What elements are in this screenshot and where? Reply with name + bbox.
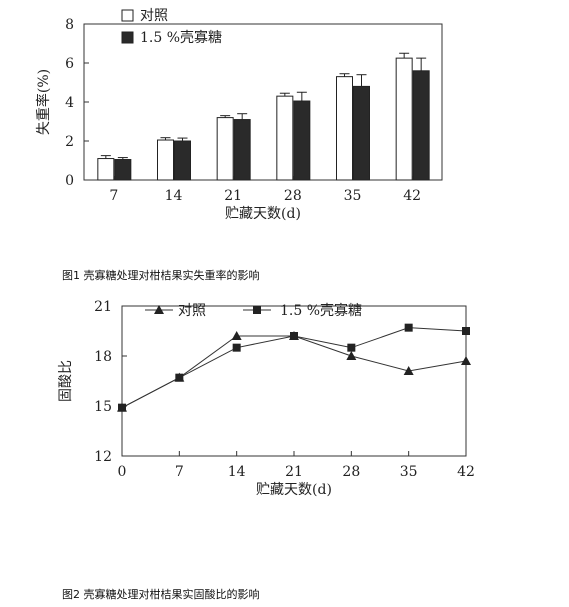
bar xyxy=(216,117,234,181)
y-tick-label: 12 xyxy=(94,449,112,465)
data-point-square xyxy=(462,327,470,335)
legend-marker-triangle xyxy=(154,305,164,314)
legend-label: 1.5 %壳寡糖 xyxy=(280,302,362,319)
x-tick-label: 42 xyxy=(403,188,421,204)
bar xyxy=(293,100,311,181)
x-tick-label: 35 xyxy=(400,464,418,480)
x-tick-label: 28 xyxy=(284,188,302,204)
data-point-square xyxy=(175,373,184,382)
y-tick-label: 2 xyxy=(65,134,74,150)
x-tick-label: 35 xyxy=(344,188,362,204)
y-tick-label: 18 xyxy=(94,349,112,365)
y-tick-label: 6 xyxy=(65,56,74,72)
legend-swatch xyxy=(121,9,134,22)
y-tick-label: 15 xyxy=(94,399,112,415)
figure-1-caption: 图1 壳寡糖处理对柑桔果实失重率的影响 xyxy=(62,269,260,282)
bar xyxy=(336,76,353,181)
data-point-square xyxy=(347,343,356,352)
legend-label: 对照 xyxy=(178,303,206,319)
x-tick-label: 21 xyxy=(285,464,303,480)
bar xyxy=(174,140,191,181)
figure-2-caption: 图2 壳寡糖处理对柑桔果实固酸比的影响 xyxy=(62,588,260,601)
x-tick-label: 21 xyxy=(224,188,242,204)
weight-loss-chart: 0 2 4 6 8 7 14 21 28 35 42 失重率(%) 贮藏天数(d) 对照 1.5 %壳寡糖 xyxy=(0,0,569,240)
bar xyxy=(157,139,174,181)
plot-frame xyxy=(83,23,443,181)
x-tick-label: 7 xyxy=(175,464,184,480)
bar xyxy=(353,85,370,181)
legend-label: 1.5 %壳寡糖 xyxy=(140,29,222,46)
x-axis-label: 贮藏天数(d) xyxy=(256,482,332,498)
weight-loss-chart-svg: 0 2 4 6 8 7 14 21 28 35 42 失重率(%) 贮藏天数(d) 对照 1.5 %壳寡糖 xyxy=(35,8,443,222)
legend-marker-square xyxy=(253,306,261,314)
y-axis-label: 固酸比 xyxy=(58,360,74,402)
y-axis-label: 失重率(%) xyxy=(35,69,52,135)
x-tick-label: 0 xyxy=(118,464,127,480)
solid-acid-ratio-chart: 12 15 18 21 0 7 14 21 28 35 42 固酸比贮藏天数(d) 对照 1.5 %壳寡糖 xyxy=(0,292,569,522)
bar xyxy=(276,95,294,181)
x-tick-label: 14 xyxy=(165,188,183,204)
data-point-square xyxy=(404,323,413,332)
series-line xyxy=(121,335,467,409)
data-point-triangle xyxy=(231,331,242,340)
x-tick-label: 28 xyxy=(342,464,360,480)
y-tick-label: 0 xyxy=(65,173,74,189)
data-point-square xyxy=(290,332,298,340)
bar xyxy=(412,70,430,181)
bar xyxy=(114,159,132,181)
data-point-triangle xyxy=(346,351,357,360)
bar xyxy=(233,119,251,181)
legend-label: 对照 xyxy=(140,8,168,24)
bar xyxy=(395,57,413,181)
data-point-square xyxy=(118,403,126,412)
bar xyxy=(97,158,115,181)
x-tick-label: 42 xyxy=(457,464,475,480)
data-point-square xyxy=(232,343,241,352)
y-tick-label: 21 xyxy=(94,299,112,315)
data-point-triangle xyxy=(403,366,414,375)
y-tick-label: 4 xyxy=(65,95,74,111)
x-tick-label: 14 xyxy=(228,464,246,480)
data-point-triangle xyxy=(461,356,471,365)
y-tick-label: 8 xyxy=(65,17,74,33)
legend-swatch xyxy=(121,31,134,44)
x-tick-label: 7 xyxy=(109,188,118,204)
x-axis-label: 贮藏天数(d) xyxy=(225,206,301,222)
